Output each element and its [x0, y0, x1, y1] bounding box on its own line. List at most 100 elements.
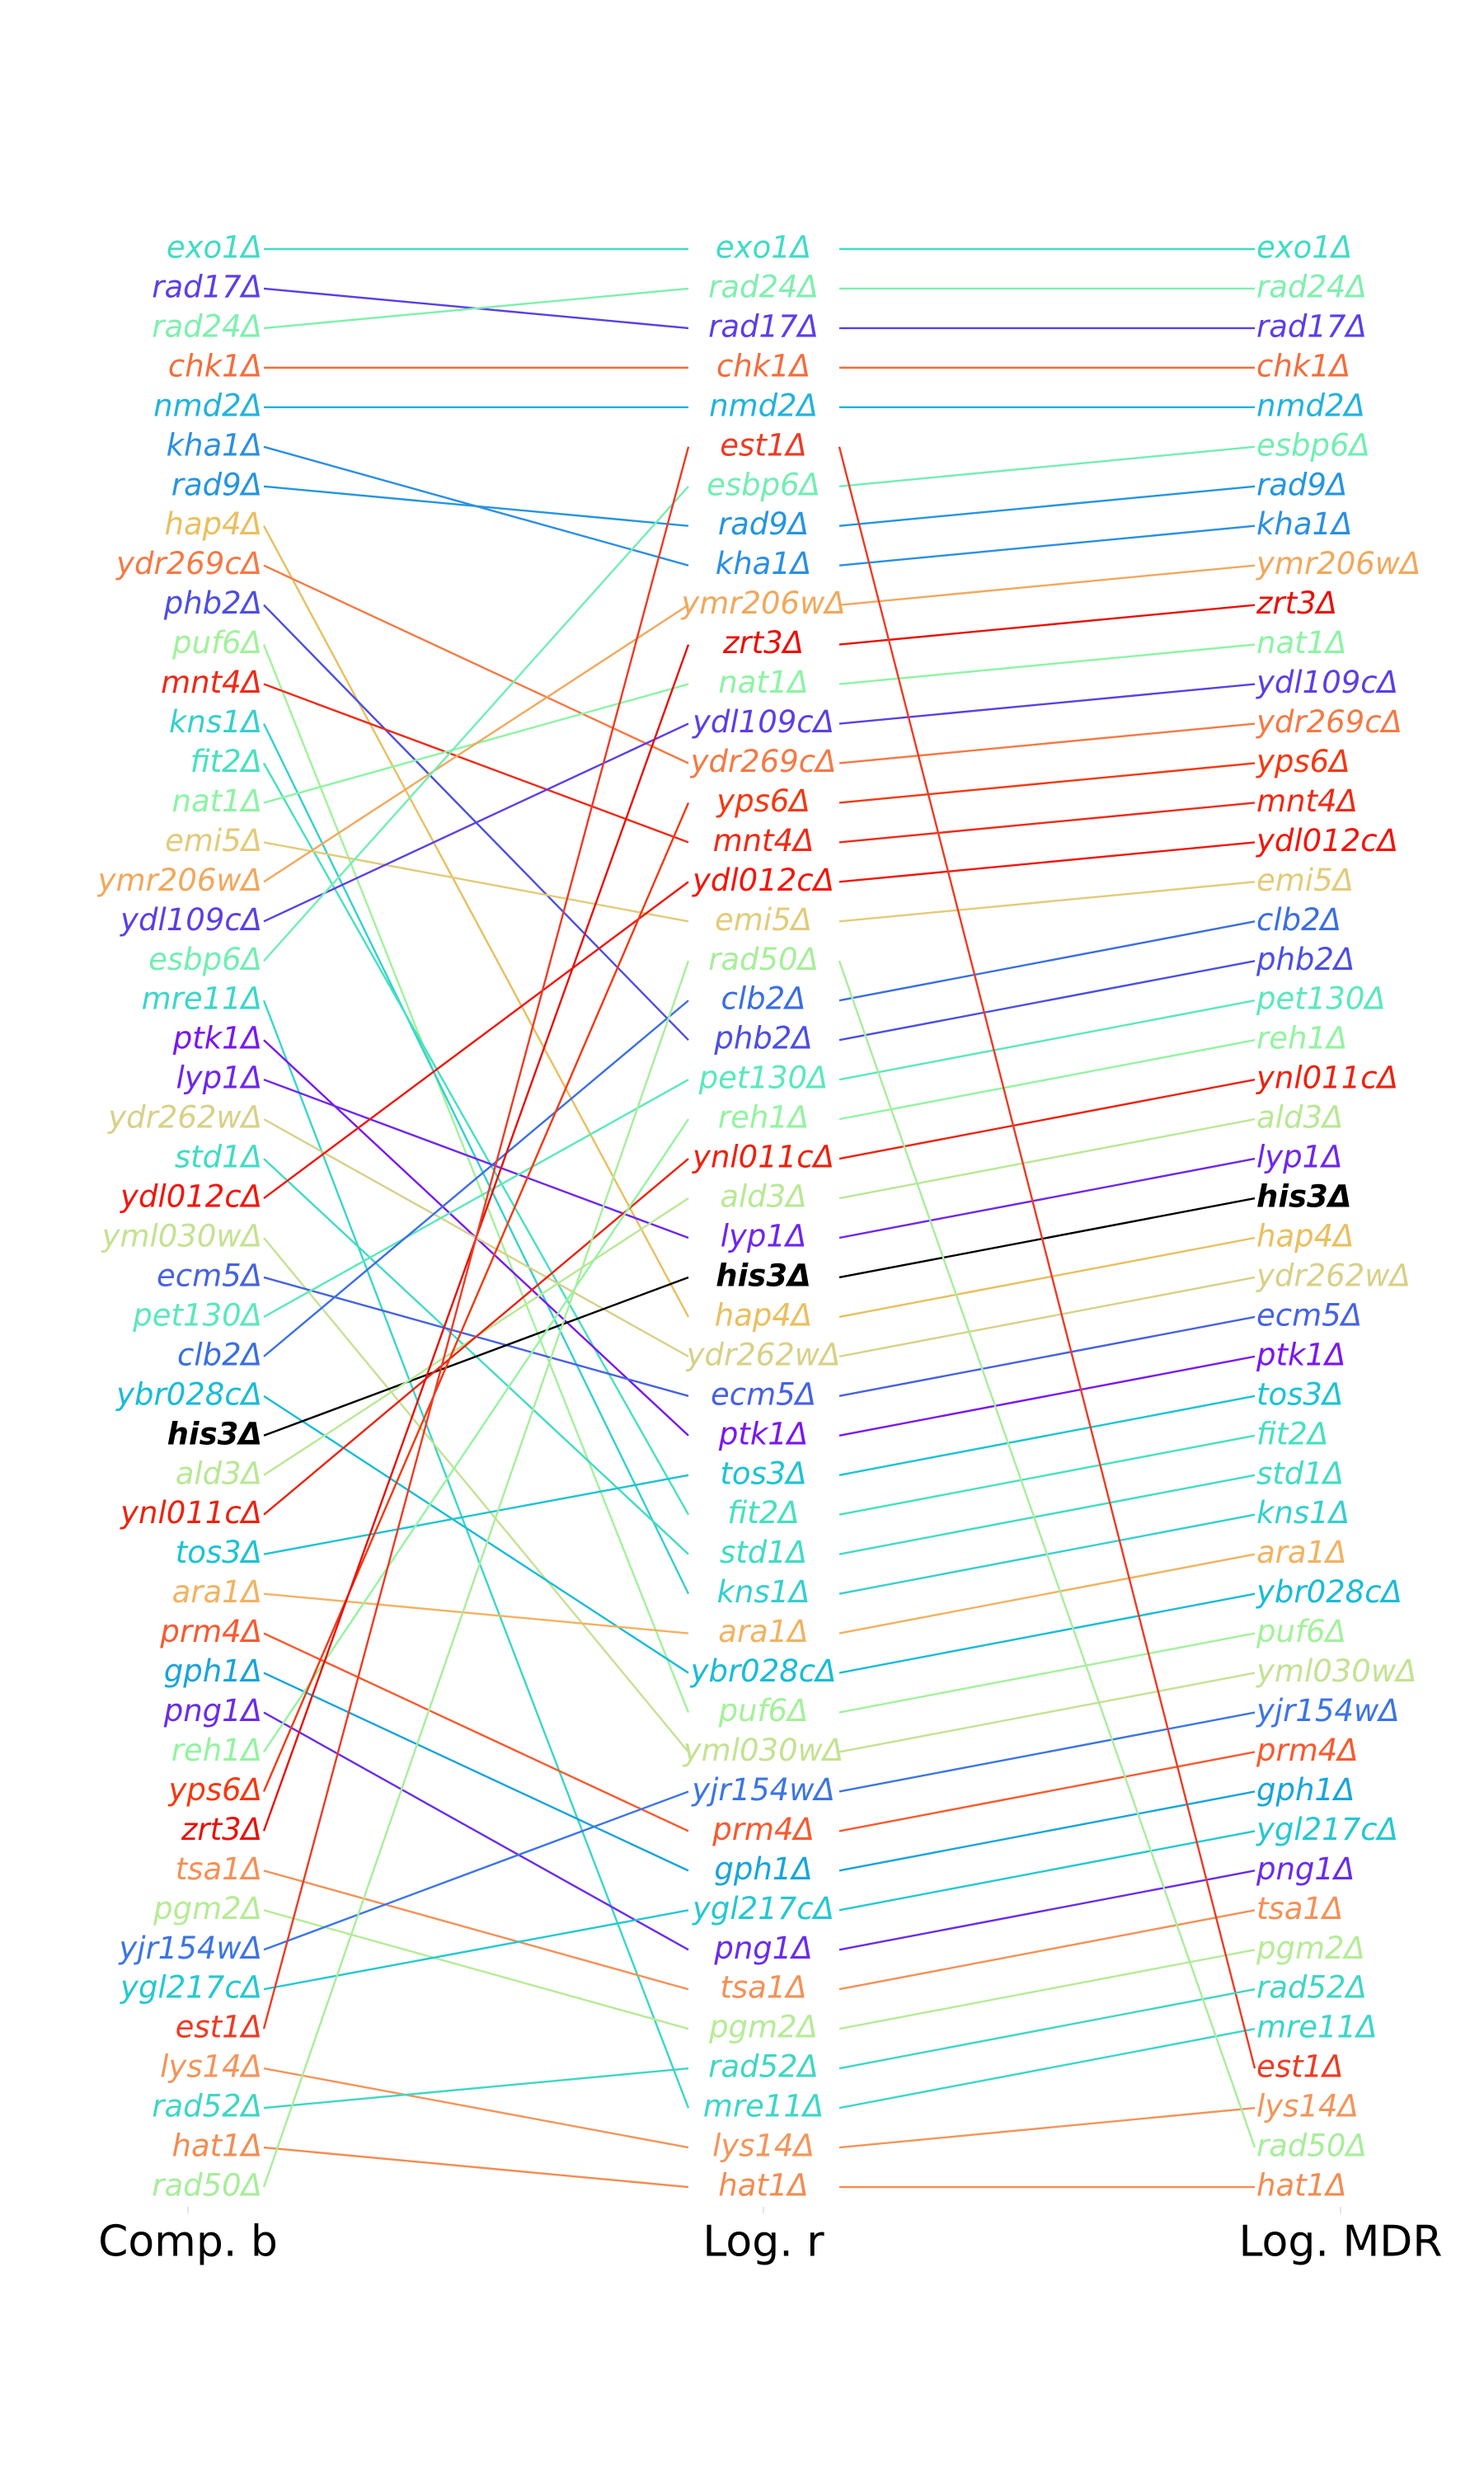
gene-label-mre11: mre11Δ	[142, 981, 262, 1017]
gene-label-kns1: kns1Δ	[169, 704, 262, 740]
gene-label-clb2: clb2Δ	[721, 981, 806, 1017]
gene-label-kns1: kns1Δ	[716, 1574, 810, 1610]
gene-label-fit2: fit2Δ	[727, 1495, 799, 1531]
rank-line-mnt4-1	[838, 802, 1256, 844]
gene-label-ydl109c: ydl109cΔ	[692, 704, 834, 740]
rank-line-gph1-1	[838, 1790, 1256, 1872]
rank-line-esbp6-1	[838, 445, 1256, 487]
rank-line-ydl012c-0	[263, 881, 689, 1200]
gene-label-reh1: reh1Δ	[718, 1100, 809, 1136]
rank-line-pet130-0	[263, 1079, 689, 1318]
rank-line-ynl011c-1	[838, 1078, 1256, 1160]
gene-label-pet130: pet130Δ	[698, 1061, 829, 1096]
gene-label-ara1: ara1Δ	[718, 1614, 808, 1649]
gene-label-ydr269c: ydr269cΔ	[690, 744, 837, 779]
gene-label-ymr206w: ymr206wΔ	[1256, 546, 1421, 581]
rank-line-kha1-1	[838, 524, 1256, 567]
axis-label-0: Comp. b	[98, 2218, 278, 2267]
gene-label-rad50: rad50Δ	[708, 942, 819, 977]
rank-line-tsa1-1	[838, 1909, 1256, 1991]
gene-label-lyp1: lyp1Δ	[176, 1061, 262, 1096]
gene-label-prm4: prm4Δ	[159, 1614, 262, 1649]
gene-label-std1: std1Δ	[720, 1535, 807, 1570]
gene-label-lys14: lys14Δ	[1256, 2089, 1359, 2124]
rank-line-clb2-0	[263, 999, 689, 1357]
gene-label-ydr269c: ydr269cΔ	[1256, 704, 1402, 740]
rank-line-zrt3-1	[838, 604, 1256, 646]
rank-line-ymr206w-0	[263, 604, 689, 883]
gene-label-lyp1: lyp1Δ	[1256, 1140, 1343, 1175]
rank-line-tos3-0	[263, 1474, 689, 1555]
rank-line-hat1-0	[263, 2146, 689, 2189]
gene-label-png1: png1Δ	[1256, 1851, 1355, 1887]
gene-label-mnt4: mnt4Δ	[161, 665, 262, 700]
gene-label-ecm5: ecm5Δ	[1256, 1297, 1362, 1333]
rank-line-ydl109c-0	[263, 722, 689, 923]
gene-label-tos3: tos3Δ	[176, 1535, 262, 1570]
rank-line-hap4-1	[838, 1236, 1256, 1319]
rank-line-clb2-1	[838, 920, 1256, 1002]
gene-label-chk1: chk1Δ	[1256, 348, 1350, 383]
gene-label-rad9: rad9Δ	[171, 467, 262, 502]
rank-line-tsa1-0	[263, 1870, 689, 1991]
rank-line-yml030w-0	[263, 1237, 689, 1753]
rank-line-rad50-0	[262, 960, 690, 2188]
gene-label-kha1: kha1Δ	[1256, 506, 1352, 542]
gene-label-mnt4: mnt4Δ	[713, 823, 815, 858]
gene-label-puf6: puf6Δ	[718, 1693, 809, 1729]
rank-line-nat1-1	[838, 643, 1256, 685]
gene-label-zrt3: zrt3Δ	[722, 625, 804, 661]
gene-label-yml030w: yml030wΔ	[1256, 1653, 1416, 1689]
rank-line-his3-0	[263, 1276, 689, 1437]
gene-label-chk1: chk1Δ	[168, 348, 262, 383]
rank-line-ecm5-1	[838, 1315, 1256, 1398]
gene-label-pgm2: pgm2Δ	[153, 1891, 262, 1926]
rank-line-phb2-1	[838, 960, 1256, 1042]
rank-line-rad9-1	[838, 485, 1256, 527]
gene-label-exo1: exo1Δ	[167, 230, 262, 266]
rank-line-yps6-1	[838, 762, 1256, 804]
gene-label-ydl012c: ydl012cΔ	[692, 863, 834, 898]
gene-label-ymr206w: ymr206wΔ	[97, 863, 262, 898]
gene-label-puf6: puf6Δ	[171, 625, 262, 661]
gene-label-reh1: reh1Δ	[1256, 1021, 1347, 1056]
gene-label-rad52: rad52Δ	[708, 2049, 819, 2085]
gene-label-phb2: phb2Δ	[163, 586, 262, 621]
gene-label-rad52: rad52Δ	[152, 2089, 262, 2124]
rank-line-reh1-1	[838, 1039, 1256, 1121]
gene-label-tos3: tos3Δ	[720, 1456, 806, 1491]
gene-labels: exo1Δrad17Δrad24Δchk1Δnmd2Δkha1Δrad9Δhap…	[97, 230, 1421, 2204]
column-axes: Comp. b Log. r Log. MDR	[98, 2207, 1442, 2267]
gene-label-yml030w: yml030wΔ	[101, 1219, 262, 1254]
gene-label-nmd2: nmd2Δ	[709, 388, 818, 423]
gene-label-ptk1: ptk1Δ	[718, 1416, 808, 1451]
gene-label-ydl109c: ydl109cΔ	[1256, 665, 1398, 700]
gene-label-lyp1: lyp1Δ	[721, 1219, 807, 1254]
gene-label-tsa1: tsa1Δ	[720, 1970, 806, 2006]
rank-line-emi5-1	[838, 881, 1256, 923]
gene-label-fit2: fit2Δ	[190, 744, 262, 779]
rank-line-png1-1	[838, 1870, 1256, 1951]
gene-label-pet130: pet130Δ	[132, 1297, 262, 1333]
gene-label-ynl011c: ynl011cΔ	[120, 1495, 262, 1531]
rank-line-his3-1	[838, 1197, 1256, 1279]
gene-label-ald3: ald3Δ	[1256, 1100, 1343, 1136]
gene-label-phb2: phb2Δ	[713, 1021, 812, 1056]
rank-line-ybr028c-0	[263, 1395, 689, 1674]
gene-label-zrt3: zrt3Δ	[1256, 586, 1337, 621]
gene-label-yps6: yps6Δ	[167, 1772, 262, 1808]
gene-label-gph1: gph1Δ	[1256, 1772, 1355, 1808]
rank-line-lys14-1	[838, 2106, 1256, 2149]
gene-label-kha1: kha1Δ	[716, 546, 811, 581]
rank-line-yml030w-1	[838, 1672, 1256, 1753]
gene-label-nat1: nat1Δ	[1256, 625, 1346, 661]
gene-label-yml030w: yml030wΔ	[683, 1733, 843, 1768]
gene-label-est1: est1Δ	[720, 427, 806, 463]
rank-line-prm4-1	[838, 1751, 1256, 1832]
gene-label-ydr262w: ydr262wΔ	[107, 1100, 262, 1136]
gene-label-ydr269c: ydr269cΔ	[115, 546, 262, 581]
gene-label-rad50: rad50Δ	[152, 2168, 262, 2204]
gene-label-lys14: lys14Δ	[712, 2128, 815, 2164]
gene-label-clb2: clb2Δ	[1256, 902, 1341, 938]
gene-label-rad24: rad24Δ	[152, 308, 262, 344]
